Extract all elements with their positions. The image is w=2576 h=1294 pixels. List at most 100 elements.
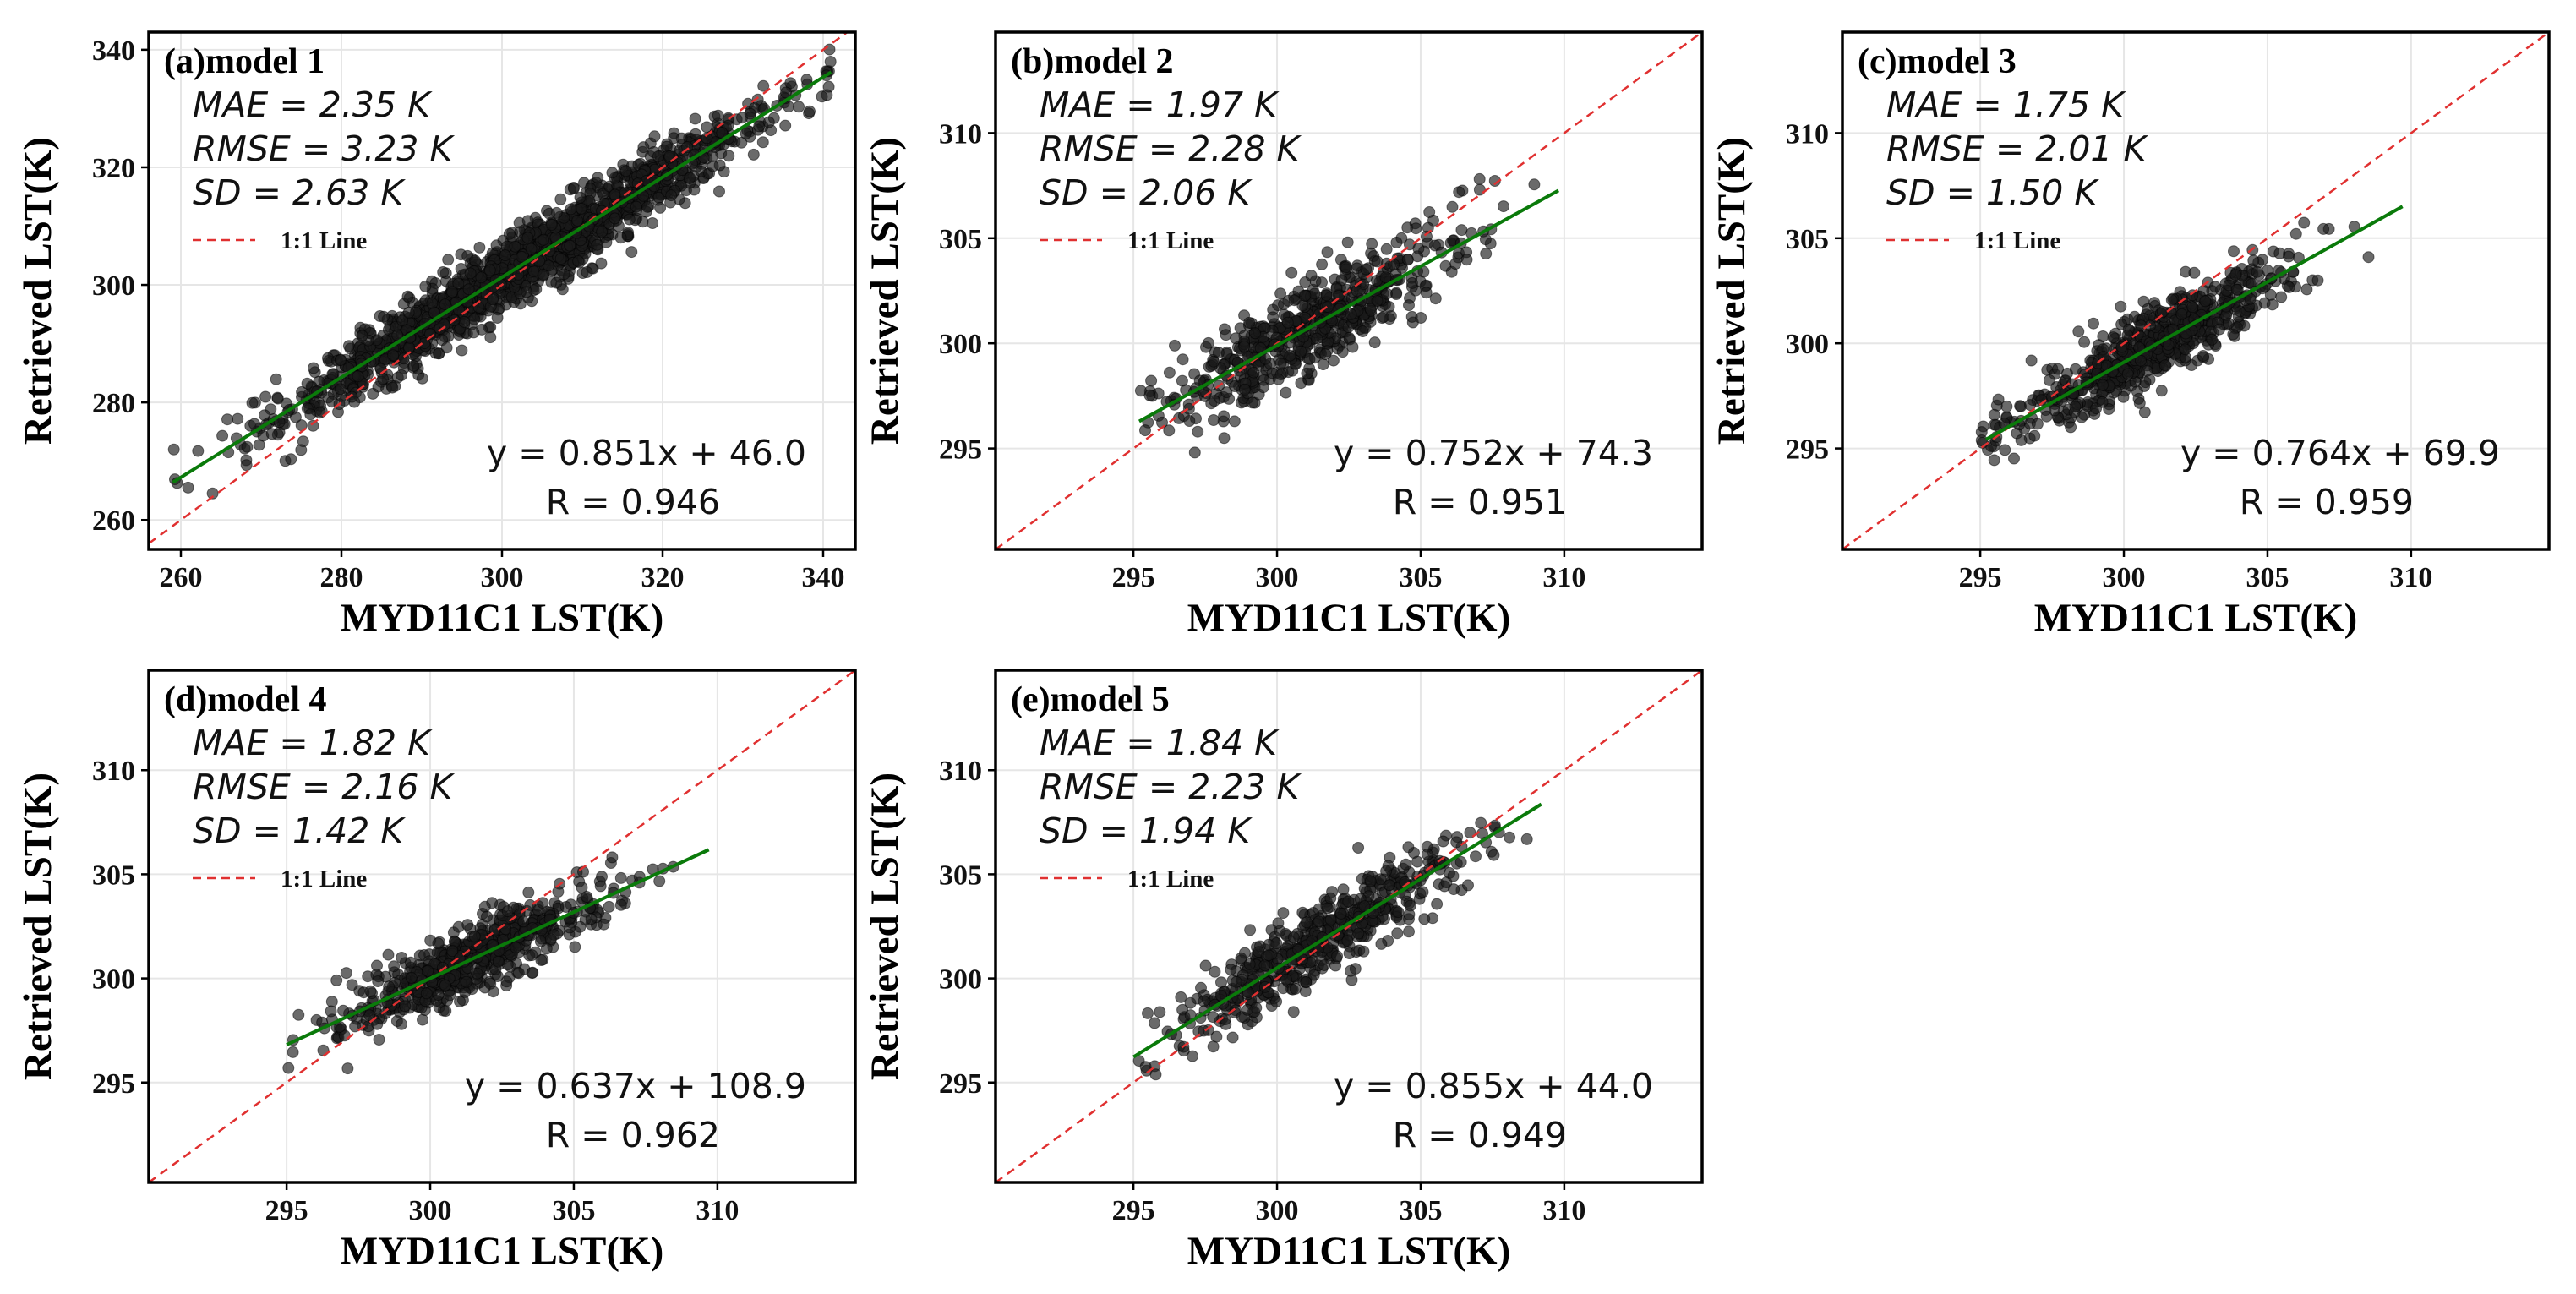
- data-point: [2115, 300, 2127, 313]
- data-point: [1208, 414, 1220, 426]
- data-point: [637, 141, 650, 154]
- data-point: [1142, 1007, 1154, 1019]
- data-point: [1460, 254, 1473, 266]
- data-point: [1403, 925, 1415, 938]
- data-point: [500, 975, 513, 988]
- x-tick-label: 310: [696, 1195, 739, 1226]
- stat-text: SD = 1.50 K: [1886, 172, 2099, 213]
- correlation-r: R = 0.946: [546, 482, 720, 522]
- y-tick-label: 305: [939, 860, 982, 891]
- data-point: [2069, 363, 2082, 375]
- data-point: [1450, 836, 1463, 849]
- data-point: [334, 354, 347, 367]
- data-point: [444, 989, 456, 1002]
- data-point: [2097, 379, 2109, 391]
- data-point: [1427, 912, 1439, 925]
- data-point: [296, 385, 308, 398]
- data-point: [744, 107, 756, 120]
- data-point: [346, 979, 358, 991]
- data-point: [1143, 389, 1156, 401]
- data-point: [625, 246, 638, 259]
- data-point: [1358, 900, 1371, 913]
- data-point: [521, 286, 532, 298]
- data-point: [1318, 959, 1330, 971]
- data-point: [1274, 358, 1287, 370]
- data-point: [1400, 858, 1412, 871]
- data-point: [1207, 1040, 1220, 1053]
- data-point: [614, 898, 627, 911]
- data-point: [1487, 849, 1500, 861]
- data-point: [517, 915, 530, 928]
- data-point: [804, 105, 816, 117]
- data-point: [341, 1062, 354, 1075]
- data-point: [2230, 283, 2243, 296]
- data-point: [2096, 396, 2109, 408]
- data-point: [1371, 255, 1384, 268]
- x-axis-label: MYD11C1 LST(K): [341, 1229, 664, 1273]
- data-point: [2298, 216, 2311, 229]
- data-point: [2197, 350, 2209, 362]
- data-point: [1341, 236, 1354, 248]
- y-tick-label: 305: [939, 224, 982, 255]
- data-point: [192, 445, 205, 457]
- data-point: [337, 1004, 350, 1017]
- correlation-r: R = 0.951: [1393, 482, 1567, 522]
- regression-line: [172, 70, 832, 484]
- data-point: [499, 249, 511, 262]
- data-point: [652, 150, 664, 162]
- data-point: [292, 1008, 305, 1021]
- data-point: [1351, 285, 1363, 298]
- data-point: [1163, 366, 1176, 379]
- data-point: [1281, 316, 1294, 329]
- data-point: [396, 1018, 407, 1030]
- data-point: [567, 183, 580, 194]
- data-point: [569, 941, 581, 953]
- data-point: [575, 202, 587, 215]
- data-point: [510, 942, 522, 953]
- data-point: [1274, 287, 1287, 300]
- data-point: [1202, 336, 1214, 349]
- x-tick-label: 300: [1256, 1195, 1299, 1226]
- data-point: [2266, 298, 2279, 311]
- stat-text: MAE = 1.84 K: [1040, 723, 1280, 763]
- data-point: [780, 86, 792, 99]
- data-point: [2065, 421, 2077, 434]
- data-point: [1210, 1030, 1223, 1043]
- data-point: [1139, 424, 1151, 437]
- data-point: [1364, 875, 1377, 887]
- data-point: [396, 952, 408, 964]
- data-point: [1280, 386, 1292, 399]
- data-point: [822, 80, 835, 93]
- data-point: [2311, 274, 2324, 287]
- data-point: [2115, 341, 2128, 353]
- data-point: [2317, 222, 2330, 235]
- x-tick-label: 300: [1256, 562, 1299, 593]
- data-point: [1215, 976, 1227, 989]
- data-point: [259, 409, 270, 422]
- data-point: [1270, 996, 1283, 1007]
- data-point: [2247, 254, 2260, 267]
- data-point: [468, 931, 481, 942]
- x-axis-label: MYD11C1 LST(K): [1187, 596, 1511, 640]
- y-tick-label: 260: [92, 505, 135, 537]
- correlation-r: R = 0.962: [546, 1115, 720, 1155]
- data-point: [382, 948, 395, 961]
- stat-text: SD = 1.94 K: [1040, 811, 1253, 851]
- panel-4: 295 300 305 310 295 300 305 310 MYD11C1 LST(K) Re…: [16, 669, 857, 1273]
- data-point: [1208, 355, 1220, 368]
- data-point: [2008, 452, 2020, 465]
- data-point: [606, 851, 619, 864]
- data-point: [1371, 295, 1384, 307]
- data-point: [606, 167, 619, 179]
- stat-text: RMSE = 2.01 K: [1886, 128, 2149, 169]
- data-point: [1226, 1031, 1239, 1044]
- data-point: [289, 411, 302, 423]
- data-point: [751, 93, 764, 106]
- data-point: [216, 429, 229, 442]
- data-point: [1366, 238, 1378, 250]
- data-point: [1420, 287, 1433, 299]
- data-point: [452, 277, 465, 290]
- y-tick-label: 295: [92, 1068, 135, 1100]
- x-tick-label: 295: [265, 1195, 308, 1226]
- regression-equation: y = 0.764x + 69.9: [2180, 433, 2500, 473]
